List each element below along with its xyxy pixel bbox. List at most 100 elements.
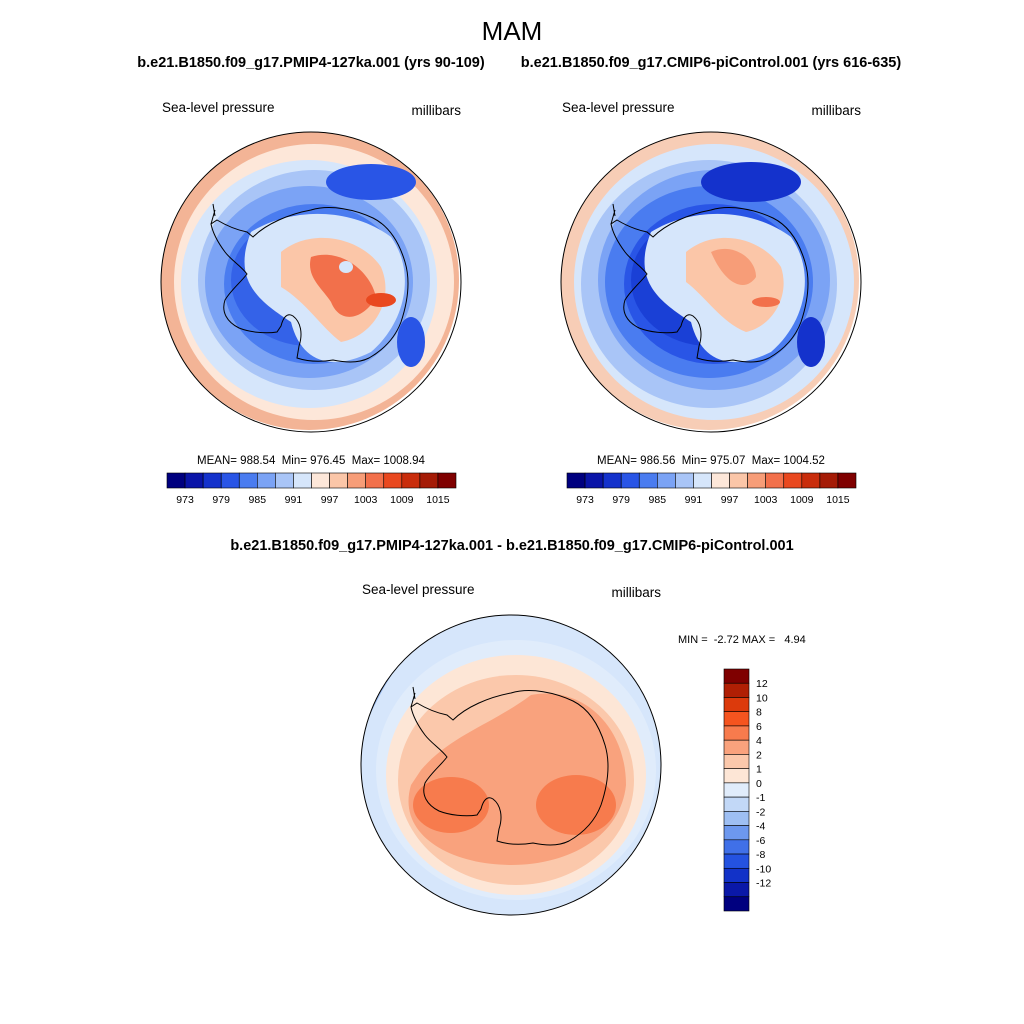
map-difference-max-west — [413, 777, 489, 833]
colorbar-test-box-1 — [184, 472, 204, 489]
figure-title: MAM — [482, 16, 543, 46]
colorbar-control-tick-985: 985 — [649, 494, 667, 506]
panel-control-stats: MEAN= 986.56 Min= 975.07 Max= 1004.52 — [597, 455, 825, 467]
map-control-low-east — [797, 317, 825, 367]
colorbar-test-tick-1015: 1015 — [426, 494, 450, 506]
colorbar-difference-box-3 — [723, 711, 750, 727]
panel-difference-stats: MIN = -2.72 MAX = 4.94 — [678, 634, 806, 646]
colorbar-test-box-8 — [311, 472, 330, 489]
colorbar-difference-box-14 — [723, 867, 750, 883]
colorbar-test: 973 979 985 991 997 1003 1009 1015 — [166, 472, 457, 506]
map-test-low-east — [397, 317, 425, 367]
colorbar-test-tick-1003: 1003 — [354, 494, 378, 506]
colorbar-control-tick-1003: 1003 — [754, 494, 778, 506]
colorbar-difference-tick-0: 0 — [756, 778, 762, 790]
colorbar-difference-tick--2: -2 — [756, 806, 765, 818]
colorbar-control-box-8 — [711, 472, 730, 489]
colorbar-control-box-4 — [638, 472, 658, 489]
colorbar-difference-tick-2: 2 — [756, 749, 762, 761]
colorbar-test-box-10 — [347, 472, 366, 489]
colorbar-control-box-9 — [729, 472, 748, 489]
colorbar-test-box-2 — [202, 472, 222, 489]
map-test-plateau-high — [310, 254, 376, 317]
colorbar-control-box-7 — [693, 472, 712, 489]
colorbar-difference-tick--8: -8 — [756, 849, 765, 861]
panel-difference-right-label: millibars — [611, 585, 661, 600]
map-difference-max-east — [536, 775, 616, 835]
colorbar-difference-box-10 — [723, 811, 750, 826]
colorbar-difference-box-5 — [723, 739, 750, 755]
panel-control-title: b.e21.B1850.f09_g17.CMIP6-piControl.001 … — [521, 55, 902, 71]
colorbar-difference-box-9 — [723, 796, 750, 812]
map-test-local-low — [339, 261, 353, 273]
colorbar-control-tick-973: 973 — [576, 494, 594, 506]
colorbar-difference-box-0 — [723, 668, 750, 684]
panel-test-stats: MEAN= 988.54 Min= 976.45 Max= 1008.94 — [197, 455, 426, 467]
colorbar-test-tick-985: 985 — [249, 494, 267, 506]
map-control-plateau-mid — [686, 237, 784, 332]
colorbar-control-box-3 — [620, 472, 640, 489]
panel-control-right-label: millibars — [811, 103, 861, 118]
map-test-border — [160, 131, 462, 433]
colorbar-difference-tick-4: 4 — [756, 735, 762, 747]
map-control-border — [560, 131, 862, 433]
colorbar-difference-tick-12: 12 — [756, 678, 768, 690]
colorbar-test-box-11 — [365, 472, 385, 489]
colorbar-difference-tick-8: 8 — [756, 707, 762, 719]
panel-test: b.e21.B1850.f09_g17.PMIP4-127ka.001 (yrs… — [137, 55, 485, 506]
colorbar-difference-box-16 — [723, 896, 750, 912]
colorbar-difference-tick-1: 1 — [756, 764, 762, 776]
colorbar-control-box-11 — [765, 472, 785, 489]
colorbar-control-box-2 — [602, 472, 622, 489]
colorbar-test-tick-973: 973 — [176, 494, 194, 506]
colorbar-test-box-15 — [437, 472, 457, 489]
colorbar-test-box-12 — [383, 472, 403, 489]
colorbar-control-box-0 — [566, 472, 586, 489]
panel-difference-title: b.e21.B1850.f09_g17.PMIP4-127ka.001 - b.… — [230, 538, 793, 554]
colorbar-test-tick-979: 979 — [212, 494, 230, 506]
colorbar-control-box-15 — [837, 472, 857, 489]
colorbar-test-box-0 — [166, 472, 186, 489]
colorbar-difference-tick--12: -12 — [756, 878, 771, 890]
colorbar-difference-box-7 — [723, 768, 750, 784]
colorbar-control-tick-1009: 1009 — [790, 494, 814, 506]
colorbar-test-box-5 — [257, 472, 276, 489]
colorbar-difference-box-4 — [723, 725, 750, 741]
colorbar-difference-box-12 — [723, 839, 750, 855]
panel-control-left-label: Sea-level pressure — [562, 100, 675, 115]
colorbar-control-box-13 — [801, 472, 821, 489]
colorbar-control-box-10 — [747, 472, 766, 489]
map-control-max — [752, 297, 780, 307]
colorbar-difference-tick--4: -4 — [756, 821, 765, 833]
panel-difference: b.e21.B1850.f09_g17.PMIP4-127ka.001 - b.… — [230, 538, 806, 916]
colorbar-test-tick-1009: 1009 — [390, 494, 414, 506]
map-control-low-north — [701, 162, 801, 202]
colorbar-control-box-5 — [657, 472, 676, 489]
map-test-low-north — [326, 164, 416, 200]
colorbar-control-box-14 — [819, 472, 839, 489]
colorbar-control: 973 979 985 991 997 1003 1009 1015 — [566, 472, 857, 506]
colorbar-test-box-7 — [293, 472, 312, 489]
colorbar-test-box-9 — [329, 472, 348, 489]
colorbar-difference-tick-10: 10 — [756, 692, 768, 704]
colorbar-difference-box-11 — [723, 825, 750, 841]
colorbar-difference-tick-6: 6 — [756, 721, 762, 733]
map-control — [561, 132, 859, 430]
map-difference — [361, 615, 661, 915]
colorbar-test-box-14 — [419, 472, 439, 489]
map-test — [161, 132, 459, 430]
colorbar-test-box-4 — [238, 472, 258, 489]
colorbar-control-box-12 — [783, 472, 803, 489]
colorbar-control-box-1 — [584, 472, 604, 489]
colorbar-test-tick-991: 991 — [285, 494, 303, 506]
colorbar-test-tick-997: 997 — [321, 494, 339, 506]
colorbar-difference-tick--6: -6 — [756, 835, 765, 847]
panel-test-right-label: millibars — [411, 103, 461, 118]
map-difference-border — [360, 614, 662, 916]
colorbar-difference-tick--1: -1 — [756, 792, 765, 804]
map-test-max — [366, 293, 396, 307]
colorbar-difference-box-8 — [723, 782, 750, 798]
panel-difference-left-label: Sea-level pressure — [362, 582, 475, 597]
